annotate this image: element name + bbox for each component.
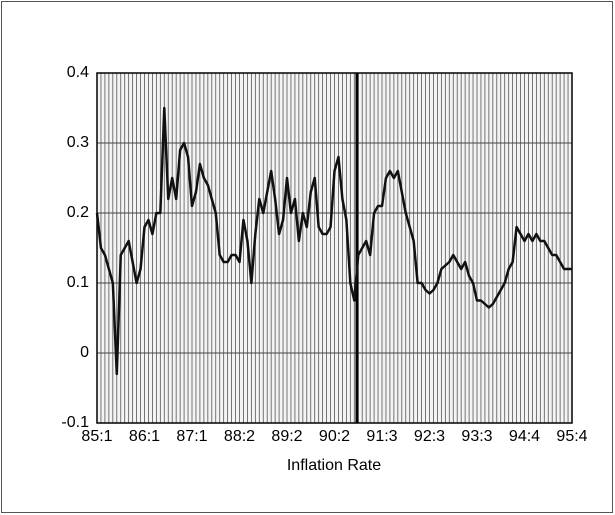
plot-border — [96, 72, 573, 424]
y-tick-label: 0.1 — [67, 274, 89, 291]
x-tick-label: 87:1 — [176, 428, 207, 445]
x-tick-label: 93:3 — [461, 428, 492, 445]
y-tick-label: 0.4 — [67, 64, 89, 81]
y-tick-label: 0 — [80, 344, 89, 361]
data-line — [95, 106, 572, 376]
y-tick-label: 0.3 — [67, 134, 89, 151]
x-tick-label: 85:1 — [81, 428, 112, 445]
x-axis-label: Inflation Rate — [287, 457, 381, 474]
x-tick-label: 88:2 — [224, 428, 255, 445]
x-tick-label: 91:3 — [366, 428, 397, 445]
x-tick-label: 94:4 — [509, 428, 540, 445]
x-tick-label: 89:2 — [271, 428, 302, 445]
x-tick-label: 95:4 — [556, 428, 587, 445]
x-tick-label: 90:2 — [319, 428, 350, 445]
y-tick-label: 0.2 — [67, 204, 89, 221]
x-tick-label: 92:3 — [414, 428, 445, 445]
x-tick-label: 86:1 — [129, 428, 160, 445]
y-tick-label: -0.1 — [61, 414, 89, 431]
